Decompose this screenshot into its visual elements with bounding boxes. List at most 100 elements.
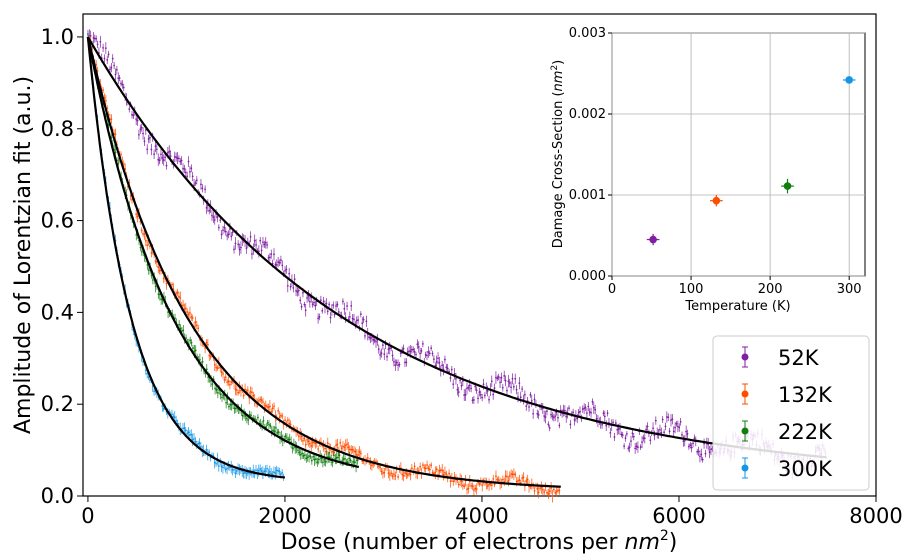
data-point [372, 338, 375, 341]
data-point [268, 405, 271, 408]
data-point [164, 156, 167, 159]
data-point [452, 383, 455, 386]
data-point [433, 472, 435, 475]
data-point [653, 434, 656, 437]
data-point [229, 383, 231, 386]
data-point [503, 480, 506, 483]
data-point [244, 471, 246, 474]
data-point [153, 153, 155, 156]
data-point [150, 252, 153, 254]
data-point [302, 439, 304, 442]
data-point [322, 300, 325, 303]
data-point [305, 457, 308, 460]
data-point [265, 426, 268, 428]
data-point [184, 171, 187, 174]
data-point [616, 428, 619, 431]
data-point [543, 491, 546, 493]
data-point [543, 415, 546, 417]
data-point [217, 465, 220, 468]
data-point [226, 467, 228, 470]
data-point [235, 389, 238, 391]
data-point [255, 244, 257, 246]
data-point [544, 416, 547, 418]
data-point [264, 404, 267, 407]
data-point [625, 433, 628, 435]
main-x-axis-label: Dose (number of electrons per nm2) [281, 528, 678, 555]
data-point [406, 351, 409, 353]
data-point [645, 428, 648, 431]
data-point [204, 188, 206, 191]
data-point [201, 361, 204, 363]
data-point [304, 444, 307, 446]
data-point [663, 431, 665, 434]
inset-points [646, 76, 856, 246]
data-point [219, 393, 222, 396]
data-point [365, 320, 368, 323]
data-point [467, 386, 470, 389]
main-x-tick-label: 0 [81, 504, 94, 528]
data-point [382, 344, 384, 347]
data-point [375, 340, 377, 343]
data-point [455, 377, 457, 380]
data-point [314, 304, 317, 307]
data-point [554, 415, 557, 418]
data-point [192, 347, 194, 349]
data-point [504, 379, 507, 382]
data-point [583, 407, 586, 410]
data-point [660, 431, 663, 434]
data-point [120, 153, 122, 156]
data-point [361, 460, 364, 463]
data-point [157, 293, 160, 296]
data-point [154, 145, 157, 148]
data-point [275, 264, 278, 266]
data-point [689, 444, 692, 446]
series-132K [87, 33, 561, 503]
data-point [490, 380, 493, 383]
data-point [318, 316, 321, 318]
data-point [375, 460, 377, 463]
data-point [370, 336, 373, 339]
data-point [621, 434, 624, 437]
inset-point [781, 178, 794, 194]
data-point [333, 454, 335, 457]
data-point [456, 388, 459, 391]
data-point [495, 376, 497, 379]
data-point [231, 468, 234, 471]
data-point [162, 277, 165, 280]
data-point [274, 426, 277, 429]
data-point [380, 352, 383, 355]
data-point [386, 355, 388, 358]
data-point [173, 416, 176, 419]
data-point [428, 468, 431, 471]
data-point [175, 292, 178, 295]
data-point [154, 285, 157, 288]
main-x-axis-label-math: nm [625, 530, 660, 555]
data-point [496, 377, 499, 380]
data-point [335, 444, 337, 447]
data-point [205, 206, 208, 209]
data-point [536, 487, 539, 490]
data-point [518, 479, 521, 482]
data-point [235, 469, 238, 472]
data-point [122, 163, 125, 166]
data-point [87, 33, 89, 36]
data-point [350, 448, 353, 451]
data-point [368, 336, 371, 339]
data-point [226, 381, 229, 384]
data-point [143, 233, 146, 236]
data-point [323, 458, 326, 461]
data-point [95, 64, 98, 66]
data-point [162, 407, 165, 410]
data-point [512, 473, 515, 476]
data-point [554, 491, 557, 494]
data-point [701, 458, 704, 461]
data-point [557, 416, 559, 419]
data-point [485, 482, 488, 485]
data-point [557, 489, 559, 492]
data-point [348, 315, 351, 318]
data-point [397, 364, 399, 367]
data-point [449, 480, 452, 483]
data-point [339, 442, 342, 444]
data-point [526, 478, 529, 481]
data-point [424, 467, 427, 470]
